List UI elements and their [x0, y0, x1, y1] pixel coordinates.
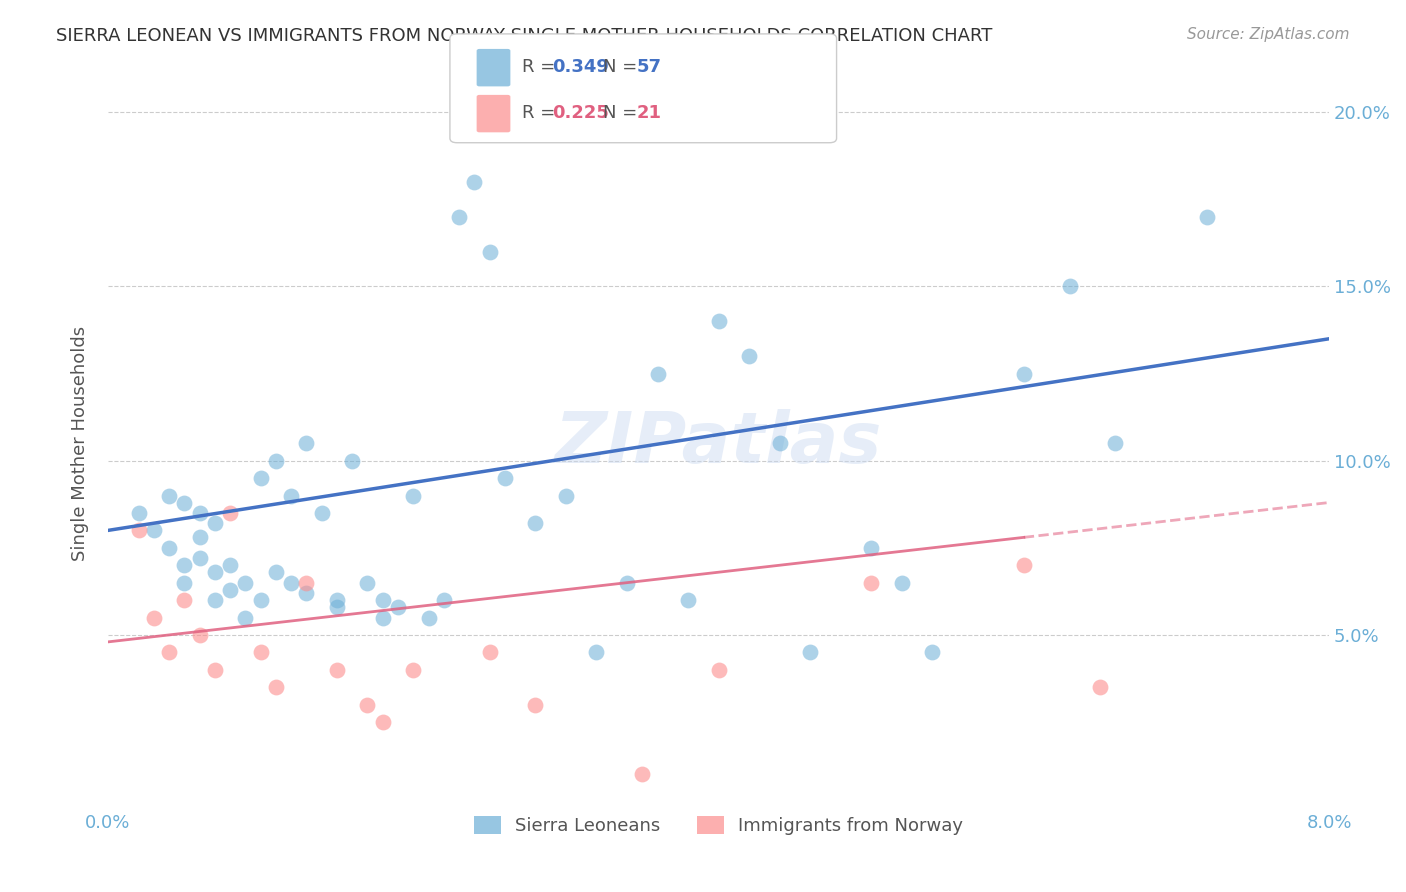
Text: R =: R =	[522, 103, 561, 121]
Point	[1012, 558, 1035, 573]
Point	[402, 489, 425, 503]
Text: 0.349: 0.349	[553, 58, 609, 76]
Text: N =: N =	[603, 58, 643, 76]
Point	[173, 575, 195, 590]
Point	[128, 524, 150, 538]
Point	[342, 453, 364, 467]
Point	[311, 506, 333, 520]
Point	[449, 210, 471, 224]
Point	[860, 541, 883, 555]
Point	[707, 663, 730, 677]
Point	[188, 506, 211, 520]
Point	[219, 582, 242, 597]
Point	[204, 663, 226, 677]
Point	[326, 600, 349, 615]
Point	[1195, 210, 1218, 224]
Point	[204, 516, 226, 531]
Text: N =: N =	[603, 103, 643, 121]
Point	[647, 367, 669, 381]
Text: 57: 57	[637, 58, 662, 76]
Point	[921, 645, 943, 659]
Point	[157, 645, 180, 659]
Point	[585, 645, 607, 659]
Point	[356, 575, 378, 590]
Point	[173, 558, 195, 573]
Point	[188, 551, 211, 566]
Point	[676, 593, 699, 607]
Point	[860, 575, 883, 590]
Point	[188, 628, 211, 642]
Point	[418, 610, 440, 624]
Point	[128, 506, 150, 520]
Point	[463, 175, 485, 189]
Point	[738, 349, 761, 363]
Point	[157, 489, 180, 503]
Text: SIERRA LEONEAN VS IMMIGRANTS FROM NORWAY SINGLE MOTHER HOUSEHOLDS CORRELATION CH: SIERRA LEONEAN VS IMMIGRANTS FROM NORWAY…	[56, 27, 993, 45]
Text: R =: R =	[522, 58, 561, 76]
Point	[219, 558, 242, 573]
Point	[524, 516, 547, 531]
Point	[631, 767, 654, 781]
Point	[371, 593, 394, 607]
Point	[249, 471, 271, 485]
Point	[295, 575, 318, 590]
Point	[235, 610, 257, 624]
Text: Source: ZipAtlas.com: Source: ZipAtlas.com	[1187, 27, 1350, 42]
Point	[264, 680, 287, 694]
Point	[157, 541, 180, 555]
Y-axis label: Single Mother Households: Single Mother Households	[72, 326, 89, 561]
Point	[326, 593, 349, 607]
Point	[219, 506, 242, 520]
Point	[204, 565, 226, 579]
Point	[1104, 436, 1126, 450]
Point	[249, 593, 271, 607]
Point	[1059, 279, 1081, 293]
Point	[555, 489, 578, 503]
Text: 21: 21	[637, 103, 662, 121]
Point	[204, 593, 226, 607]
Point	[478, 244, 501, 259]
Legend: Sierra Leoneans, Immigrants from Norway: Sierra Leoneans, Immigrants from Norway	[465, 806, 973, 844]
Point	[433, 593, 456, 607]
Text: 0.225: 0.225	[553, 103, 609, 121]
Point	[326, 663, 349, 677]
Point	[707, 314, 730, 328]
Point	[280, 575, 302, 590]
Point	[356, 698, 378, 712]
Text: ZIPatlas: ZIPatlas	[555, 409, 882, 478]
Point	[142, 524, 165, 538]
Point	[494, 471, 516, 485]
Point	[295, 586, 318, 600]
Point	[173, 495, 195, 509]
Point	[799, 645, 821, 659]
Point	[371, 610, 394, 624]
Point	[768, 436, 790, 450]
Point	[616, 575, 638, 590]
Point	[235, 575, 257, 590]
Point	[402, 663, 425, 677]
Point	[280, 489, 302, 503]
Point	[890, 575, 912, 590]
Point	[295, 436, 318, 450]
Point	[387, 600, 409, 615]
Point	[1088, 680, 1111, 694]
Point	[264, 565, 287, 579]
Point	[1012, 367, 1035, 381]
Point	[371, 714, 394, 729]
Point	[264, 453, 287, 467]
Point	[188, 530, 211, 544]
Point	[142, 610, 165, 624]
Point	[173, 593, 195, 607]
Point	[524, 698, 547, 712]
Point	[249, 645, 271, 659]
Point	[478, 645, 501, 659]
